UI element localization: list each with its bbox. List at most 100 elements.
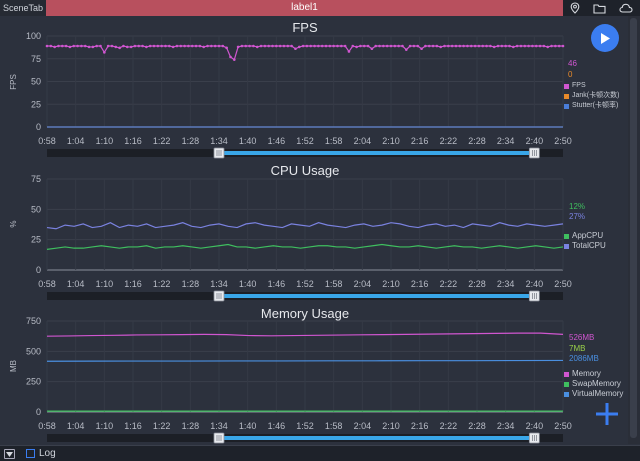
- fps-data-point: [152, 44, 156, 48]
- fps-data-point: [424, 44, 427, 48]
- fps-data-point: [95, 44, 98, 48]
- fps-data-point: [542, 44, 546, 48]
- fps-data-point: [370, 47, 374, 51]
- fps-x-tick-label: 2:16: [411, 136, 429, 146]
- fps-data-point: [278, 44, 282, 48]
- fps-data-point: [508, 44, 511, 48]
- cpu-y-tick-label: 0: [36, 265, 41, 275]
- legend-item-memory[interactable]: Memory: [564, 369, 623, 379]
- fps-data-point: [374, 44, 378, 48]
- legend-item-totalcpu[interactable]: TotalCPU: [564, 241, 606, 251]
- top-icon-group: [563, 0, 640, 16]
- fps-data-point: [557, 44, 561, 48]
- fps-data-point: [275, 44, 278, 48]
- fps-x-tick-label: 1:34: [210, 136, 228, 146]
- cpu-y-axis-label: %: [9, 220, 18, 227]
- memory-x-tick-label: 1:40: [239, 421, 257, 431]
- memory-x-tick-label: 2:16: [411, 421, 429, 431]
- fps-data-point: [68, 45, 72, 49]
- tab-label1[interactable]: label1: [46, 0, 563, 16]
- folder-icon[interactable]: [593, 3, 606, 14]
- fps-data-point: [385, 44, 389, 48]
- legend-item-fps[interactable]: FPS: [564, 81, 619, 91]
- fps-x-tick-label: 2:40: [526, 136, 544, 146]
- fps-data-point: [412, 44, 416, 48]
- cpu-series-1-line: [46, 222, 564, 230]
- fps-data-point: [286, 44, 290, 48]
- legend-item-appcpu[interactable]: AppCPU: [564, 231, 606, 241]
- cpu-x-tick-label: 1:04: [67, 279, 85, 289]
- cpu-x-tick-label: 1:40: [239, 279, 257, 289]
- fps-data-point: [416, 44, 420, 48]
- fps-data-point: [221, 44, 225, 48]
- fps-data-point: [156, 44, 160, 48]
- fps-data-point: [500, 44, 504, 48]
- cpu-x-tick-label: 1:46: [268, 279, 286, 289]
- fps-data-point: [431, 44, 435, 48]
- cpu-x-tick-label: 1:10: [96, 279, 114, 289]
- fps-data-point: [546, 45, 550, 49]
- fps-data-point: [523, 44, 527, 48]
- memory-x-tick-label: 1:58: [325, 421, 343, 431]
- fps-data-point: [49, 44, 53, 48]
- fps-x-tick-label: 2:22: [440, 136, 458, 146]
- fps-x-tick-label: 2:50: [554, 136, 572, 146]
- totalcpu-current-value: 27%: [569, 212, 586, 221]
- fps-data-point: [217, 44, 221, 48]
- cpu-range-selection: [219, 294, 535, 298]
- memory-y-tick-label: 750: [26, 316, 41, 326]
- memory-x-tick-label: 1:16: [124, 421, 142, 431]
- fps-data-point: [301, 44, 305, 48]
- fps-data-point: [259, 44, 263, 48]
- fps-data-point: [359, 44, 362, 48]
- legend-item-stutter[interactable]: Stutter(卡顿率): [564, 101, 619, 111]
- fps-data-point: [240, 44, 244, 48]
- cpu-x-tick-label: 1:16: [124, 279, 142, 289]
- cpu-x-tick-label: 1:34: [210, 279, 228, 289]
- fps-data-point: [485, 44, 488, 48]
- legend-item-swapmemory[interactable]: SwapMemory: [564, 379, 623, 389]
- fps-data-point: [244, 44, 248, 48]
- cpu-x-tick-label: 0:58: [38, 279, 56, 289]
- fps-data-point: [408, 44, 412, 48]
- fps-data-point: [60, 44, 64, 48]
- fps-data-point: [57, 44, 60, 48]
- memory-x-tick-label: 1:34: [210, 421, 228, 431]
- fps-data-point: [297, 45, 301, 49]
- fps-x-tick-label: 1:40: [239, 136, 257, 146]
- scrollbar-thumb[interactable]: [630, 18, 637, 438]
- play-button[interactable]: [591, 24, 619, 52]
- top-bar: SceneTab label1: [0, 0, 640, 16]
- legend-item-jank[interactable]: Jank(卡顿次数): [564, 91, 619, 101]
- tab-scenetab[interactable]: SceneTab: [0, 0, 46, 16]
- fps-x-tick-label: 1:52: [296, 136, 314, 146]
- fps-data-point: [332, 44, 335, 48]
- legend-item-virtualmemory[interactable]: VirtualMemory: [564, 389, 623, 399]
- fps-data-point: [458, 44, 462, 48]
- fps-data-point: [443, 44, 446, 48]
- memory-y-tick-label: 250: [26, 377, 41, 387]
- fps-data-point: [236, 45, 240, 49]
- fps-data-point: [45, 44, 49, 48]
- fps-data-point: [512, 45, 515, 49]
- fps-data-point: [213, 44, 217, 48]
- add-button[interactable]: [594, 401, 620, 427]
- log-checkbox[interactable]: [26, 449, 35, 458]
- fps-data-point: [382, 44, 385, 48]
- location-pin-icon[interactable]: [570, 2, 580, 14]
- memory-x-tick-label: 1:28: [182, 421, 200, 431]
- fps-x-tick-label: 0:58: [38, 136, 56, 146]
- fps-x-tick-label: 2:10: [382, 136, 400, 146]
- cpu-x-tick-label: 2:34: [497, 279, 515, 289]
- dropdown-button[interactable]: [4, 449, 15, 459]
- fps-data-point: [347, 50, 351, 53]
- virtualmemory-current-value: 2086MB: [569, 354, 599, 363]
- fps-data-point: [72, 44, 76, 48]
- memory-x-tick-label: 2:50: [554, 421, 572, 431]
- cloud-icon[interactable]: [619, 3, 633, 13]
- fps-data-point: [404, 48, 408, 51]
- fps-data-point: [179, 44, 183, 48]
- fps-data-point: [187, 44, 190, 48]
- fps-x-tick-label: 1:28: [182, 136, 200, 146]
- fps-y-tick-label: 50: [31, 77, 41, 87]
